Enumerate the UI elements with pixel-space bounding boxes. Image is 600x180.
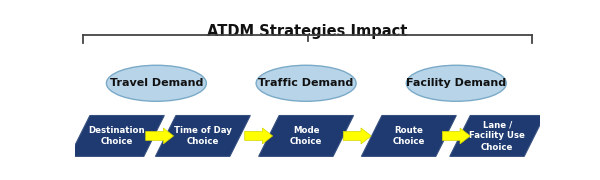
Text: Mode
Choice: Mode Choice bbox=[290, 126, 322, 146]
Polygon shape bbox=[450, 116, 545, 156]
Polygon shape bbox=[259, 116, 353, 156]
Text: Travel Demand: Travel Demand bbox=[110, 78, 203, 88]
Ellipse shape bbox=[256, 65, 356, 101]
Text: Time of Day
Choice: Time of Day Choice bbox=[174, 126, 232, 146]
Polygon shape bbox=[146, 128, 173, 144]
Text: Destination
Choice: Destination Choice bbox=[89, 126, 145, 146]
Polygon shape bbox=[361, 116, 456, 156]
Ellipse shape bbox=[406, 65, 506, 101]
Ellipse shape bbox=[106, 65, 206, 101]
Text: Route
Choice: Route Choice bbox=[392, 126, 425, 146]
Polygon shape bbox=[70, 116, 164, 156]
Text: Traffic Demand: Traffic Demand bbox=[259, 78, 354, 88]
Polygon shape bbox=[155, 116, 250, 156]
Polygon shape bbox=[245, 128, 272, 144]
Polygon shape bbox=[343, 128, 371, 144]
Text: ATDM Strategies Impact: ATDM Strategies Impact bbox=[208, 24, 407, 39]
Polygon shape bbox=[442, 128, 470, 144]
Text: Lane /
Facility Use
Choice: Lane / Facility Use Choice bbox=[469, 120, 525, 152]
Text: Facility Demand: Facility Demand bbox=[406, 78, 506, 88]
